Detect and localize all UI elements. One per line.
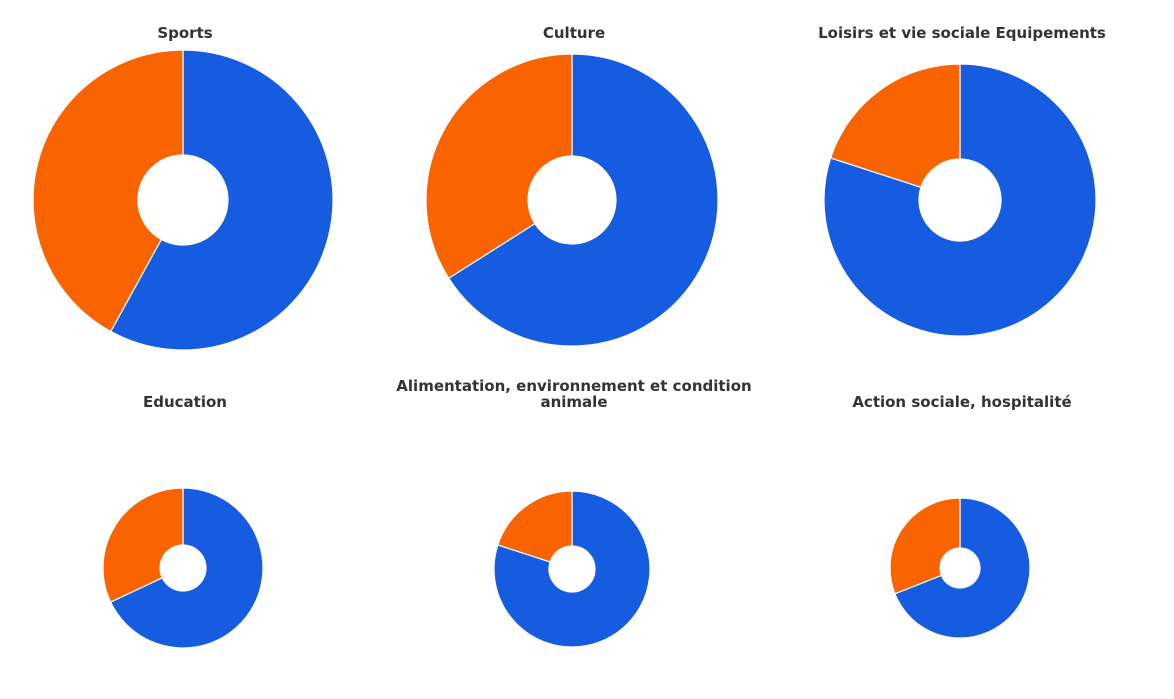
chart-title: Education <box>143 393 227 411</box>
donut-slice <box>109 487 264 649</box>
donut-slice <box>109 49 334 351</box>
chart-title: Sports <box>157 24 213 42</box>
chart-title: Alimentation, environnement et condition… <box>396 377 752 411</box>
donut-slice <box>829 63 961 189</box>
donut-slice <box>493 490 651 648</box>
donut-slice <box>447 53 719 347</box>
chart-title: Action sociale, hospitalité <box>852 393 1072 411</box>
donut-slice <box>894 497 1031 639</box>
chart-title: Culture <box>542 24 606 42</box>
donut-slice <box>425 53 573 280</box>
donut-slice <box>889 497 961 595</box>
donut-slice <box>102 487 184 603</box>
donut-slice <box>823 63 1097 337</box>
donut-slice <box>32 49 184 333</box>
chart-title: Loisirs et vie sociale Equipements <box>818 24 1106 42</box>
donut-slice <box>497 490 573 563</box>
